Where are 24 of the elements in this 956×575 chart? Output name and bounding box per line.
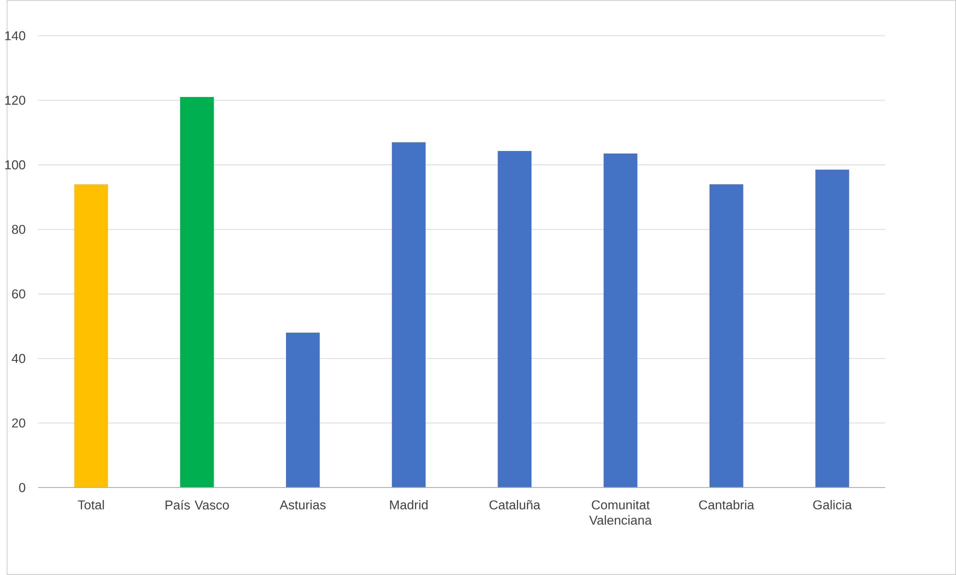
x-tick-label: Madrid	[390, 500, 428, 510]
x-tick-label: Asturias	[280, 500, 326, 510]
bar	[604, 154, 638, 488]
x-tick-label: Cantabria	[699, 500, 754, 510]
x-tick-label: Cataluña	[490, 500, 540, 510]
bar	[709, 184, 744, 488]
bar	[180, 97, 214, 488]
y-tick-label: 40	[12, 354, 26, 364]
x-tick-label: Comunitat Valenciana	[589, 500, 652, 525]
y-tick-label: 140	[5, 31, 26, 40]
bar	[74, 184, 108, 488]
bar	[286, 332, 320, 488]
y-tick-label: 60	[12, 289, 26, 299]
y-tick-label: 20	[12, 418, 26, 428]
x-tick-label: País Vasco	[166, 500, 229, 510]
y-tick-label: 0	[19, 483, 26, 492]
x-tick-label: Galicia	[813, 500, 852, 510]
x-tick-label: Total	[78, 500, 104, 510]
bar	[815, 170, 850, 488]
y-tick-label: 100	[5, 160, 26, 170]
bar	[392, 142, 426, 488]
y-tick-label: 120	[5, 96, 26, 105]
bar	[498, 150, 532, 488]
y-tick-label: 80	[12, 224, 26, 234]
